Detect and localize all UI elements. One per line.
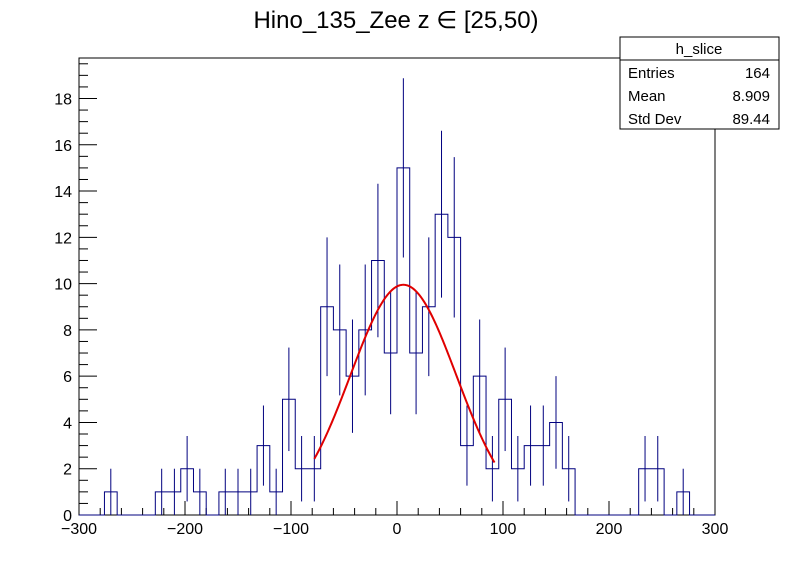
x-axis-tick-labels: −300 −200 −100 0 100 200 300 <box>61 521 728 538</box>
stats-stddev-value: 89.44 <box>732 111 770 128</box>
y-tick-label: 16 <box>54 138 72 155</box>
stats-mean-label: Mean <box>628 88 666 105</box>
y-tick-label: 0 <box>63 508 72 525</box>
y-tick-label: 6 <box>63 369 72 386</box>
y-tick-label: 14 <box>54 184 72 201</box>
x-tick-label: −100 <box>273 521 309 538</box>
x-tick-label: −200 <box>167 521 203 538</box>
y-tick-label: 8 <box>63 323 72 340</box>
x-tick-label: 100 <box>490 521 517 538</box>
y-tick-label: 2 <box>63 462 72 479</box>
x-tick-label: 200 <box>596 521 623 538</box>
stats-stddev-label: Std Dev <box>628 111 682 128</box>
stats-mean-value: 8.909 <box>732 88 770 105</box>
x-tick-label: 300 <box>702 521 729 538</box>
y-tick-label: 18 <box>54 91 72 108</box>
stats-box-name: h_slice <box>676 41 723 58</box>
chart-title: Hino_135_Zee z ∈ [25,50) <box>253 7 538 34</box>
x-tick-label: −300 <box>61 521 97 538</box>
y-tick-label: 12 <box>54 230 72 247</box>
stats-entries-value: 164 <box>745 65 770 82</box>
y-tick-label: 10 <box>54 277 72 294</box>
y-tick-label: 4 <box>63 415 72 432</box>
stats-entries-label: Entries <box>628 65 675 82</box>
x-tick-label: 0 <box>393 521 402 538</box>
histogram-steps <box>79 167 715 516</box>
y-axis-tick-labels: 0 2 4 6 8 10 12 14 16 18 <box>54 91 72 525</box>
gaussian-fit-curve <box>313 283 496 464</box>
stats-box: h_slice Entries 164 Mean 8.909 Std Dev 8… <box>619 36 780 130</box>
stats-box-frame <box>619 36 780 130</box>
